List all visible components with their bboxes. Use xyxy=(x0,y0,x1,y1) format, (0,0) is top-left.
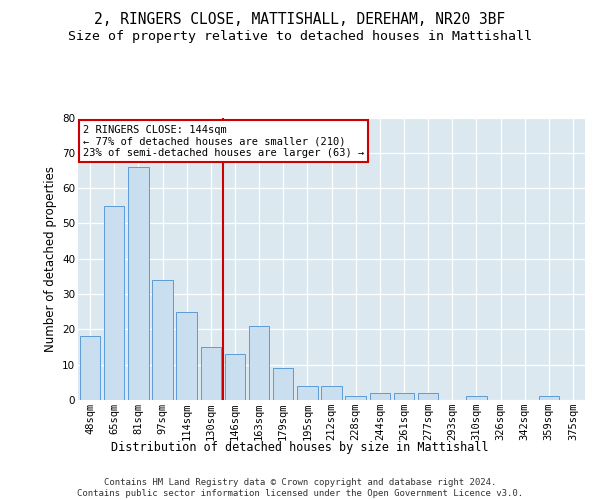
Bar xyxy=(370,393,390,400)
Bar xyxy=(539,396,559,400)
Text: 2, RINGERS CLOSE, MATTISHALL, DEREHAM, NR20 3BF: 2, RINGERS CLOSE, MATTISHALL, DEREHAM, N… xyxy=(94,12,506,28)
Bar xyxy=(200,347,221,400)
Bar xyxy=(104,206,124,400)
Bar xyxy=(128,167,149,400)
Bar xyxy=(297,386,317,400)
Text: Distribution of detached houses by size in Mattishall: Distribution of detached houses by size … xyxy=(111,441,489,454)
Y-axis label: Number of detached properties: Number of detached properties xyxy=(44,166,56,352)
Bar xyxy=(321,386,342,400)
Bar xyxy=(152,280,173,400)
Bar xyxy=(394,393,414,400)
Bar xyxy=(249,326,269,400)
Bar xyxy=(80,336,100,400)
Bar xyxy=(176,312,197,400)
Bar xyxy=(224,354,245,400)
Bar xyxy=(273,368,293,400)
Text: 2 RINGERS CLOSE: 144sqm
← 77% of detached houses are smaller (210)
23% of semi-d: 2 RINGERS CLOSE: 144sqm ← 77% of detache… xyxy=(83,124,364,158)
Bar xyxy=(418,393,439,400)
Text: Contains HM Land Registry data © Crown copyright and database right 2024.
Contai: Contains HM Land Registry data © Crown c… xyxy=(77,478,523,498)
Bar xyxy=(346,396,366,400)
Text: Size of property relative to detached houses in Mattishall: Size of property relative to detached ho… xyxy=(68,30,532,43)
Bar xyxy=(466,396,487,400)
